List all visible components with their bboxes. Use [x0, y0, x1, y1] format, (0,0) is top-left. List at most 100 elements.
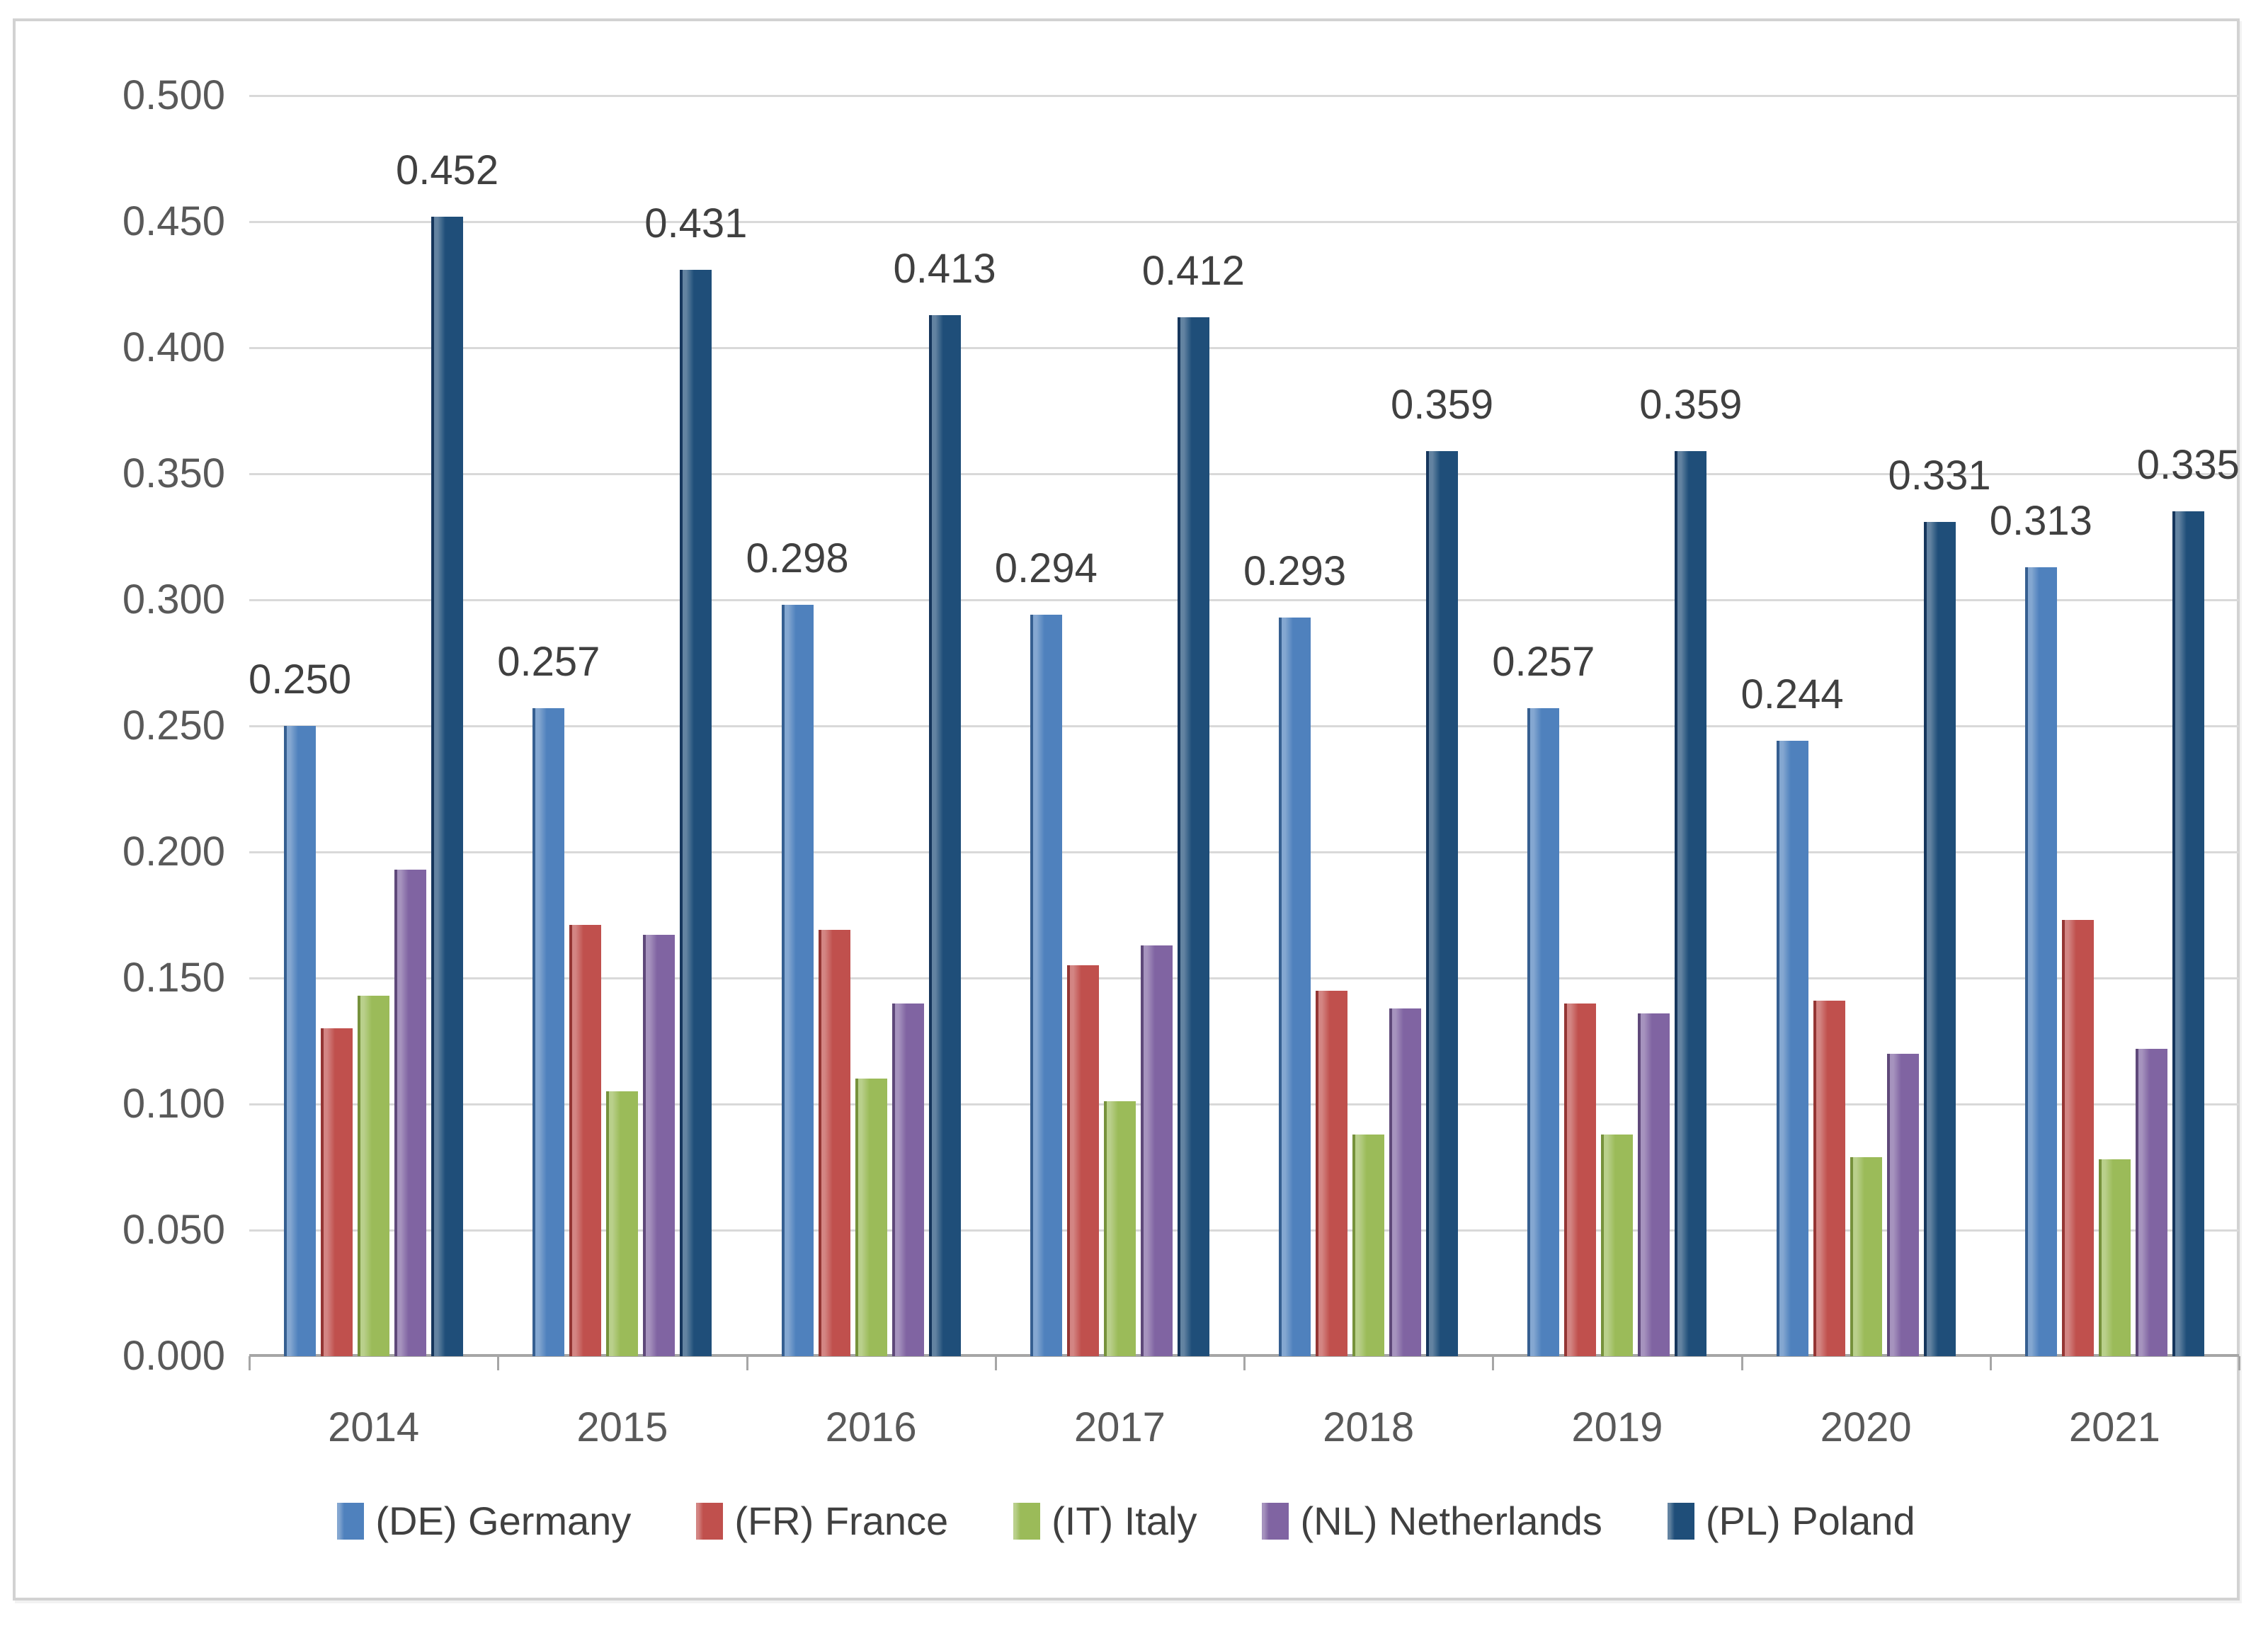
y-tick-label: 0.200 — [122, 829, 225, 875]
bar-ititaly-2020 — [1850, 1156, 1882, 1356]
data-label: 0.257 — [1492, 639, 1595, 686]
bar-degermany-2018 — [1279, 617, 1311, 1356]
x-axis-tick — [1740, 1356, 1743, 1370]
legend-item: (DE) Germany — [337, 1501, 631, 1541]
bar-frfrance-2014 — [321, 1028, 353, 1356]
bar-frfrance-2017 — [1066, 965, 1099, 1356]
y-tick-label: 0.500 — [122, 72, 225, 118]
bar-ititaly-2021 — [2098, 1159, 2131, 1356]
bar-nlnetherlands-2018 — [1389, 1008, 1422, 1356]
bar-nlnetherlands-2015 — [643, 935, 676, 1356]
bar-nlnetherlands-2019 — [1638, 1013, 1670, 1356]
bar-degermany-2017 — [1030, 615, 1062, 1356]
y-tick-label: 0.150 — [122, 955, 225, 1001]
bar-nlnetherlands-2020 — [1886, 1053, 1919, 1356]
x-category-label: 2019 — [1571, 1404, 1663, 1450]
legend-item: (FR) France — [696, 1501, 948, 1541]
bar-degermany-2015 — [532, 708, 565, 1356]
y-tick-label: 0.100 — [122, 1081, 225, 1127]
legend-swatch-icon — [337, 1503, 365, 1540]
x-axis-tick — [994, 1356, 997, 1370]
data-label: 0.412 — [1141, 248, 1245, 295]
data-label: 0.359 — [1391, 381, 1494, 428]
data-label: 0.331 — [1888, 452, 1991, 499]
legend-swatch-icon — [696, 1503, 724, 1540]
legend-item: (PL) Poland — [1667, 1499, 1915, 1543]
x-axis-tick — [746, 1356, 748, 1370]
data-label: 0.293 — [1243, 547, 1347, 594]
legend-item: (IT) Italy — [1013, 1501, 1197, 1541]
bar-nlnetherlands-2021 — [2135, 1048, 2167, 1356]
y-tick-label: 0.300 — [122, 576, 225, 622]
x-axis-tick — [497, 1356, 500, 1370]
bar-ititaly-2017 — [1103, 1101, 1136, 1356]
bar-frfrance-2018 — [1316, 990, 1348, 1356]
bar-ititaly-2014 — [358, 995, 390, 1356]
data-label: 0.335 — [2136, 442, 2240, 489]
gridline — [249, 347, 2239, 349]
legend-swatch-icon — [1667, 1503, 1694, 1540]
y-tick-label: 0.450 — [122, 198, 225, 244]
x-axis-tick — [2238, 1356, 2240, 1370]
x-axis-line — [249, 1354, 2239, 1357]
bar-frfrance-2016 — [818, 930, 850, 1356]
y-axis: 0.500 0.450 0.400 0.350 0.300 0.250 0.200 0.150… — [16, 75, 225, 1377]
bar-plpoland-2015 — [680, 269, 712, 1356]
x-category-label: 2017 — [1073, 1404, 1166, 1450]
data-label: 0.294 — [994, 545, 1098, 592]
bar-degermany-2014 — [284, 726, 317, 1356]
y-tick-label: 0.250 — [122, 703, 225, 749]
data-label: 0.313 — [1989, 497, 2092, 544]
gridline — [249, 95, 2239, 97]
bar-frfrance-2020 — [1813, 1001, 1845, 1356]
x-axis-tick — [1243, 1356, 1246, 1370]
data-label: 0.298 — [746, 535, 849, 582]
legend-label: (FR) France — [734, 1499, 949, 1543]
data-label: 0.452 — [396, 147, 499, 193]
bar-plpoland-2019 — [1675, 450, 1707, 1356]
legend: (DE) Germany (FR) France (IT) Italy (NL) Ne… — [16, 1501, 2237, 1541]
x-axis-tick — [1492, 1356, 1495, 1370]
gridline — [249, 851, 2239, 853]
gridline — [249, 1103, 2239, 1105]
bar-plpoland-2020 — [1923, 521, 1956, 1356]
gridline — [249, 977, 2239, 979]
bar-nlnetherlands-2017 — [1140, 945, 1173, 1356]
bar-degermany-2021 — [2024, 567, 2057, 1356]
data-label: 0.431 — [644, 200, 748, 246]
y-tick-label: 0.000 — [122, 1333, 225, 1379]
data-label: 0.413 — [893, 245, 996, 292]
bar-frfrance-2021 — [2061, 920, 2094, 1356]
legend-item: (NL) Netherlands — [1262, 1501, 1602, 1541]
bar-nlnetherlands-2016 — [891, 1003, 924, 1356]
x-category-label: 2014 — [328, 1404, 420, 1450]
bar-degermany-2016 — [781, 605, 814, 1356]
y-tick-label: 0.050 — [122, 1207, 225, 1253]
x-category-label: 2016 — [825, 1404, 917, 1450]
bar-frfrance-2015 — [569, 925, 602, 1356]
x-category-label: 2015 — [576, 1404, 668, 1450]
gridline — [249, 1229, 2239, 1232]
y-tick-label: 0.400 — [122, 324, 225, 370]
gridline — [249, 725, 2239, 727]
y-tick-label: 0.350 — [122, 450, 225, 496]
bar-plpoland-2021 — [2172, 511, 2204, 1356]
data-label: 0.244 — [1740, 671, 1844, 718]
legend-label: (PL) Poland — [1705, 1499, 1915, 1543]
legend-swatch-icon — [1013, 1503, 1041, 1540]
legend-label: (NL) Netherlands — [1300, 1499, 1602, 1543]
legend-swatch-icon — [1262, 1503, 1289, 1540]
bar-frfrance-2019 — [1564, 1003, 1597, 1356]
plot-area: 0.250 0.452 0.257 0.431 0.298 0.413 0.294 0.412… — [249, 95, 2240, 1370]
gridline — [249, 473, 2239, 475]
legend-label: (IT) Italy — [1052, 1499, 1197, 1543]
bar-plpoland-2018 — [1426, 450, 1459, 1356]
bar-degermany-2020 — [1776, 741, 1808, 1356]
gridline — [249, 599, 2239, 601]
x-axis-tick — [249, 1356, 251, 1370]
bar-plpoland-2017 — [1177, 317, 1209, 1356]
bar-ititaly-2015 — [606, 1091, 639, 1356]
x-axis: 2014 2015 2016 2017 2018 2019 2020 2021 — [249, 1407, 2239, 1448]
bar-plpoland-2014 — [431, 216, 464, 1356]
